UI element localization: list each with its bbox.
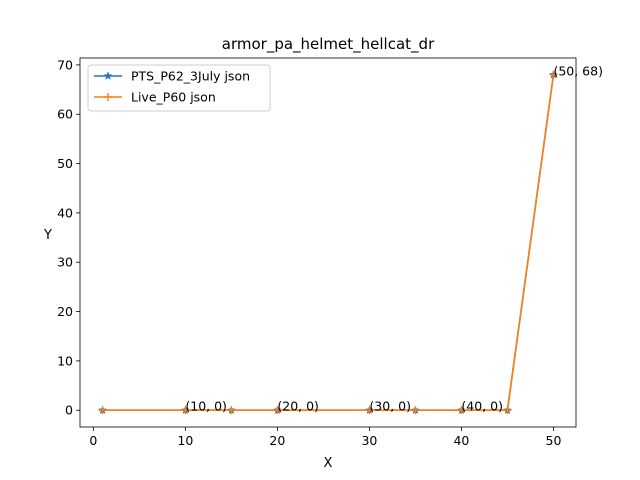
data-point <box>227 406 236 415</box>
y-axis-label: Y <box>43 228 52 243</box>
legend-box <box>87 64 271 112</box>
series-line <box>102 74 555 412</box>
plot-area: 0 10 20 30 40 50 0 10 20 30 40 50 60 70 (10, 0) (20, 0)… <box>57 57 603 448</box>
x-axis-label: X <box>324 456 333 471</box>
y-tick-label: 50 <box>57 156 73 171</box>
x-tick-label: 20 <box>269 433 285 448</box>
data-point <box>273 406 282 415</box>
y-tick-label: 10 <box>57 353 73 368</box>
data-label: (10, 0) <box>185 399 227 414</box>
y-tick-label: 60 <box>57 107 73 122</box>
legend-label: PTS_P62_3July json <box>131 69 250 84</box>
chart-title: armor_pa_helmet_hellcat_dr <box>222 35 435 54</box>
data-label: (40, 0) <box>461 399 503 414</box>
data-label: (20, 0) <box>277 399 319 414</box>
x-tick-label: 10 <box>177 433 193 448</box>
data-label: (30, 0) <box>369 399 411 414</box>
series-line <box>102 74 555 412</box>
y-tick-label: 70 <box>57 57 73 72</box>
data-label: (50, 68) <box>553 63 603 78</box>
data-point <box>181 406 190 415</box>
x-tick-label: 0 <box>89 433 97 448</box>
data-point <box>549 70 558 79</box>
y-tick-label: 40 <box>57 205 73 220</box>
data-point <box>457 406 466 415</box>
y-tick-label: 0 <box>65 403 73 418</box>
legend: PTS_P62_3July json Live_P60 json <box>87 64 271 112</box>
data-point <box>98 406 107 415</box>
legend-label: Live_P60 json <box>131 90 216 105</box>
legend-marker <box>104 93 112 101</box>
x-tick-label: 40 <box>453 433 469 448</box>
x-tick-label: 50 <box>546 433 562 448</box>
legend-marker <box>103 71 113 80</box>
y-tick-label: 30 <box>57 255 73 270</box>
x-tick-label: 30 <box>361 433 377 448</box>
data-point <box>365 406 374 415</box>
axes-frame <box>79 57 577 428</box>
data-point <box>411 406 420 415</box>
data-point <box>503 406 512 415</box>
y-tick-label: 20 <box>57 304 73 319</box>
